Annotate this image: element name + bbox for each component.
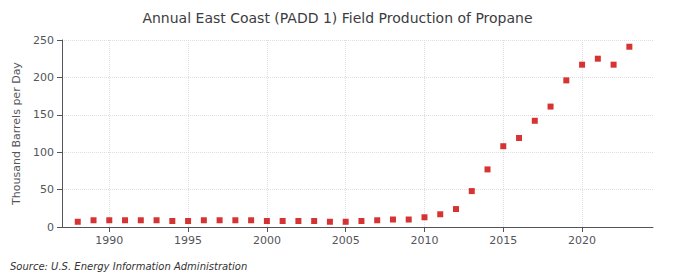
svg-text:250: 250: [33, 34, 54, 47]
svg-text:2010: 2010: [410, 234, 438, 247]
svg-text:1990: 1990: [95, 234, 123, 247]
svg-text:100: 100: [33, 146, 54, 159]
svg-text:2020: 2020: [568, 234, 596, 247]
svg-text:Thousand Barrels per Day: Thousand Barrels per Day: [10, 62, 23, 206]
svg-text:2015: 2015: [489, 234, 517, 247]
svg-text:2005: 2005: [332, 234, 360, 247]
svg-text:50: 50: [40, 183, 54, 196]
svg-text:1995: 1995: [174, 234, 202, 247]
svg-text:150: 150: [33, 108, 54, 121]
svg-text:Annual East Coast (PADD 1) Fie: Annual East Coast (PADD 1) Field Product…: [142, 10, 532, 26]
svg-text:200: 200: [33, 71, 54, 84]
svg-text:Source: U.S. Energy Informatio: Source: U.S. Energy Information Administ…: [10, 261, 247, 272]
svg-text:0: 0: [47, 221, 54, 234]
svg-text:2000: 2000: [253, 234, 281, 247]
